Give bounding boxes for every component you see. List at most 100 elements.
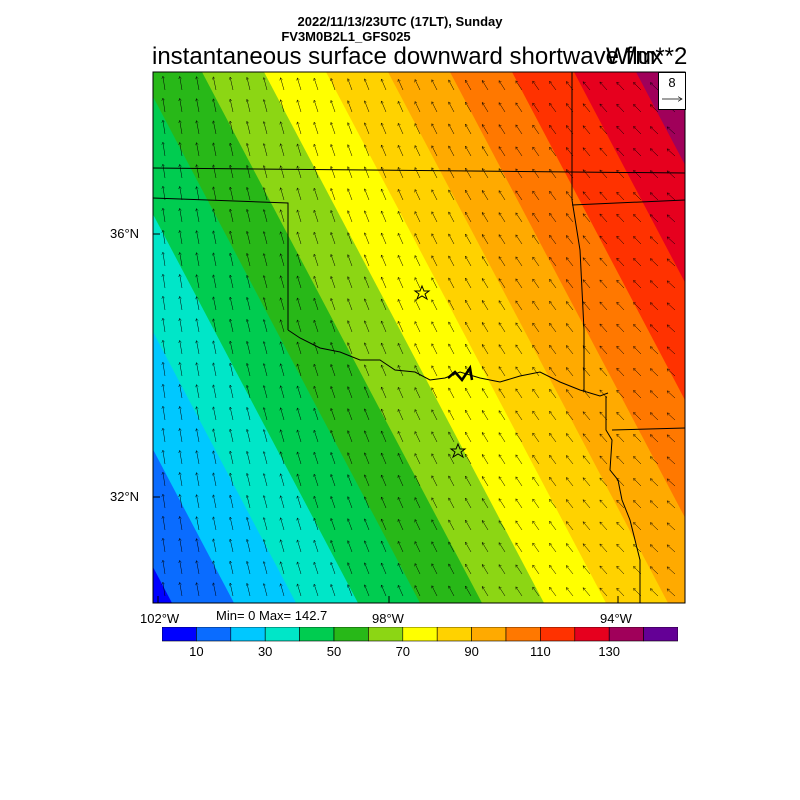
wind-vector [432,80,438,91]
wind-vector [297,166,302,179]
wind-vector [633,324,642,333]
wind-vector [465,146,472,157]
wind-vector [432,102,438,113]
wind-vector [498,81,506,91]
wind-vector [633,390,642,399]
wind-vector [281,122,285,135]
wind-vector [549,147,557,157]
wind-vector [516,323,523,333]
flux-band [153,96,420,603]
wind-vector [297,496,302,509]
wind-vector [398,519,404,531]
wind-vector [449,388,455,399]
wind-vector [398,497,404,509]
wind-vector [650,303,659,311]
wind-vector [498,125,506,135]
wind-vector [281,232,285,245]
wind-vector [583,126,591,135]
wind-vector [381,409,387,421]
wind-vector [281,474,285,487]
wind-vector [348,387,353,399]
wind-vector [566,236,574,245]
wind-vector [297,100,302,113]
wind-vector [213,297,217,311]
wind-vector [213,143,217,157]
wind-vector [314,100,319,113]
wind-vector [365,101,370,113]
wind-vector [482,542,489,553]
wind-vector [549,499,557,509]
wind-vector [331,474,336,487]
wind-vector [247,319,251,333]
wind-vector [566,544,574,553]
colorbar-box [264,627,300,642]
wind-vector [196,319,200,333]
wind-vector [449,300,455,311]
wind-vector [331,210,336,223]
wind-vector [264,518,268,531]
wind-vector [432,564,438,575]
wind-vector [667,259,676,267]
wind-vector [600,192,608,201]
wind-vector [331,188,336,201]
wind-vector [230,319,234,333]
wind-vector [415,80,421,91]
wind-vector [381,145,387,157]
wind-vector [196,495,200,509]
wind-vector [297,364,302,377]
wind-vector [498,147,506,157]
wind-vector [549,367,557,377]
colorbar-tick-label: 90 [464,644,479,659]
wind-vector [617,544,625,553]
wind-vector [617,214,625,223]
wind-vector [482,278,489,289]
wind-vector [381,431,387,443]
wind-vector [533,477,540,487]
wind-vector [297,584,302,597]
wind-vector [650,391,659,399]
wind-vector [549,81,557,91]
wind-vector [498,433,506,443]
wind-vector [432,476,438,487]
wind-vector [600,214,608,223]
wind-vector [331,144,336,157]
wind-vector [163,252,166,267]
wind-vector [516,169,523,179]
lon-label-94w: 94°W [600,611,632,626]
wind-vector [331,386,336,399]
colorbar-box [608,627,644,642]
wind-vector [415,454,421,465]
wind-vector [331,562,336,575]
wind-vector [163,296,166,311]
city-star-1 [413,284,431,301]
wind-vector [381,365,387,377]
wind-vector [365,167,370,179]
wind-vector [600,302,608,311]
wind-vector [482,366,489,377]
wind-vector [667,303,676,311]
wind-vector [549,191,557,201]
wind-vector [314,342,319,355]
wind-vector [348,585,353,597]
wind-vector [247,165,251,179]
colorbar-box [162,627,197,642]
wind-vector [381,211,387,223]
wind-vector [617,566,625,575]
wind-vector [516,499,523,509]
wind-vector [297,298,302,311]
wind-vector [617,302,625,311]
wind-vector [516,389,523,399]
wind-vector [650,523,659,531]
wind-vector [465,278,472,289]
wind-vector [465,476,472,487]
wind-vector [633,434,642,443]
red-river-highlight [447,364,474,383]
wind-vector [465,102,472,113]
wind-vector [617,434,625,443]
wind-vector [432,146,438,157]
wind-vector [281,540,285,553]
wind-vector [365,233,370,245]
wind-vector [264,276,268,289]
wind-vector [667,325,676,333]
wind-vector [667,413,676,421]
